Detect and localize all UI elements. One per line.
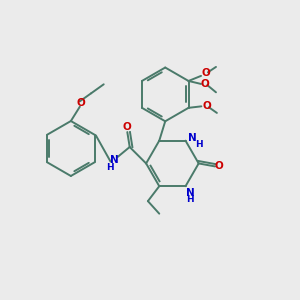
Text: H: H — [195, 140, 202, 149]
Text: N: N — [110, 155, 118, 166]
Text: O: O — [201, 79, 209, 89]
Text: H: H — [186, 195, 194, 204]
Text: O: O — [214, 161, 224, 171]
Text: H: H — [106, 163, 113, 172]
Text: O: O — [202, 101, 211, 111]
Text: O: O — [201, 68, 210, 78]
Text: N: N — [186, 188, 194, 198]
Text: O: O — [76, 98, 85, 107]
Text: N: N — [188, 133, 197, 143]
Text: O: O — [123, 122, 132, 132]
